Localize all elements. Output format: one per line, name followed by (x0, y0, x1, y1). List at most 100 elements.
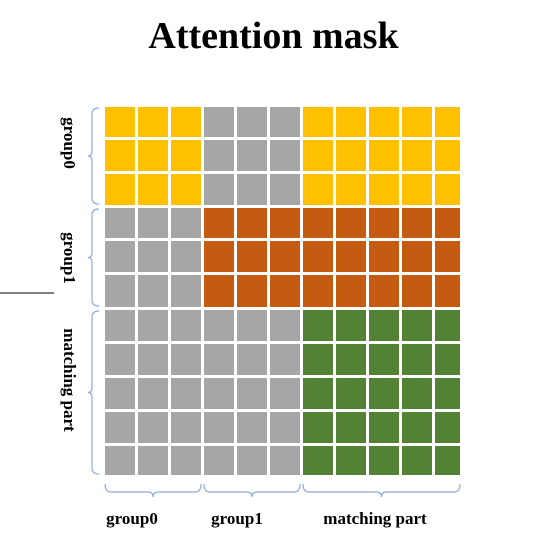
mask-cell-group1 (369, 241, 399, 272)
col-bracket-0 (104, 483, 202, 498)
mask-cell-masked (204, 310, 234, 341)
mask-cell-matching-part (402, 344, 432, 375)
mask-cell-matching-part (336, 344, 366, 375)
mask-cell-group0 (435, 107, 460, 137)
mask-cell-group0 (171, 140, 201, 171)
mask-cell-masked (171, 208, 201, 238)
mask-cell-group0 (171, 107, 201, 137)
mask-cell-matching-part (435, 378, 460, 409)
mask-cell-matching-part (336, 378, 366, 409)
mask-cell-group0 (369, 174, 399, 205)
col-bracket-1 (203, 483, 301, 498)
mask-cell-group0 (138, 107, 168, 137)
mask-cell-masked (204, 344, 234, 375)
mask-cell-group0 (171, 174, 201, 205)
mask-cell-masked (138, 310, 168, 341)
mask-cell-group1 (270, 208, 300, 238)
mask-cell-masked (270, 174, 300, 205)
row-label-group0: group0 (60, 117, 79, 169)
mask-cell-group1 (402, 275, 432, 307)
mask-cell-matching-part (303, 412, 333, 443)
mask-cell-masked (171, 275, 201, 307)
mask-cell-masked (171, 412, 201, 443)
column-label-group0: group0 (106, 509, 158, 528)
mask-cell-masked (237, 412, 267, 443)
mask-cell-group0 (435, 140, 460, 171)
mask-cell-group1 (303, 275, 333, 307)
mask-cell-matching-part (435, 412, 460, 443)
mask-cell-masked (105, 310, 135, 341)
mask-cell-masked (138, 412, 168, 443)
mask-cell-masked (204, 378, 234, 409)
mask-cell-matching-part (402, 378, 432, 409)
mask-cell-masked (270, 310, 300, 341)
row-bracket-1 (87, 208, 100, 307)
mask-cell-group1 (435, 241, 460, 272)
mask-cell-masked (171, 446, 201, 475)
mask-cell-group0 (303, 140, 333, 171)
mask-cell-group0 (105, 107, 135, 137)
mask-cell-group1 (336, 275, 366, 307)
mask-cell-masked (237, 140, 267, 171)
mask-cell-masked (270, 412, 300, 443)
mask-cell-group1 (336, 241, 366, 272)
mask-cell-masked (237, 378, 267, 409)
mask-cell-matching-part (336, 310, 366, 341)
mask-cell-masked (105, 241, 135, 272)
mask-cell-masked (138, 446, 168, 475)
row-label-matching-part: matching part (60, 328, 79, 432)
mask-cell-masked (171, 344, 201, 375)
mask-cell-masked (204, 412, 234, 443)
mask-cell-group0 (435, 174, 460, 205)
mask-cell-masked (138, 208, 168, 238)
mask-cell-group0 (369, 107, 399, 137)
mask-cell-group0 (369, 140, 399, 171)
mask-cell-matching-part (369, 378, 399, 409)
mask-cell-group0 (105, 174, 135, 205)
col-bracket-2 (302, 483, 461, 498)
mask-cell-group1 (237, 241, 267, 272)
group-labels: group0 group1 matching part group0 group1 mat… (60, 117, 427, 528)
mask-cell-masked (138, 275, 168, 307)
mask-cell-group1 (435, 275, 460, 307)
mask-cell-masked (237, 107, 267, 137)
mask-cell-masked (204, 446, 234, 475)
mask-cell-masked (270, 140, 300, 171)
mask-cell-masked (171, 241, 201, 272)
mask-cell-group1 (270, 275, 300, 307)
mask-cell-matching-part (303, 310, 333, 341)
mask-cell-matching-part (435, 446, 460, 475)
mask-cell-masked (204, 140, 234, 171)
mask-cell-group0 (336, 107, 366, 137)
mask-cell-matching-part (369, 446, 399, 475)
mask-cell-masked (237, 446, 267, 475)
mask-cell-matching-part (402, 412, 432, 443)
mask-cell-matching-part (402, 446, 432, 475)
mask-cell-group0 (336, 174, 366, 205)
mask-cell-group1 (204, 275, 234, 307)
mask-grid (105, 107, 460, 475)
mask-cell-group1 (336, 208, 366, 238)
mask-cell-group1 (402, 241, 432, 272)
column-label-matching-part: matching part (323, 509, 427, 528)
mask-cell-masked (105, 412, 135, 443)
mask-cell-masked (270, 378, 300, 409)
mask-cell-group1 (270, 241, 300, 272)
mask-cell-group1 (237, 275, 267, 307)
mask-cell-group1 (369, 208, 399, 238)
mask-cell-masked (138, 344, 168, 375)
mask-cell-masked (270, 107, 300, 137)
mask-cell-group1 (402, 208, 432, 238)
mask-cell-masked (105, 378, 135, 409)
mask-cell-matching-part (369, 344, 399, 375)
mask-cell-masked (237, 344, 267, 375)
mask-cell-group0 (138, 174, 168, 205)
mask-cell-masked (237, 310, 267, 341)
mask-cell-masked (237, 174, 267, 205)
mask-cell-group1 (369, 275, 399, 307)
mask-cell-group1 (204, 208, 234, 238)
mask-cell-masked (105, 344, 135, 375)
mask-cell-masked (105, 275, 135, 307)
mask-cell-group0 (402, 107, 432, 137)
